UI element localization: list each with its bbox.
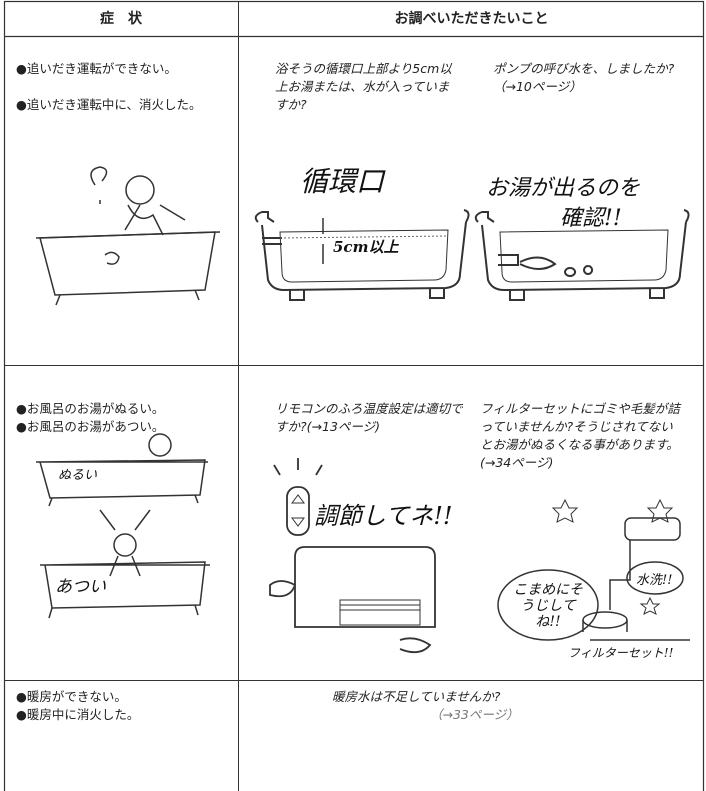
- check-text: フィルターセットにゴミや毛髪が詰っていませんか?そうじされてないとお湯がぬるくな…: [480, 401, 680, 470]
- check-text: 暖房水は不足していませんか?: [332, 689, 501, 704]
- symptom: ●暖房中に消火した。: [16, 707, 140, 722]
- illustration-label: フィルターセット!!: [568, 646, 674, 660]
- illustration-label: こまめにそうじしてね!!: [513, 582, 583, 630]
- symptom: ●お風呂のお湯があつい。: [16, 419, 165, 434]
- check-text: リモコンのふろ温度設定は適切ですか?(→13ページ): [275, 401, 463, 434]
- check-text: 浴そうの循環口上部より5cm以上お湯または、水が入っていますか?: [275, 61, 452, 112]
- header-symptom: 症 状: [100, 11, 142, 27]
- check-text: ポンプの呼び水を、しましたか?（→10ページ）: [493, 61, 675, 94]
- illustration-label: 調節してネ!!: [314, 502, 453, 530]
- illustration-label: 水洗!!: [636, 573, 673, 588]
- illustration-label: 循環口: [300, 165, 385, 198]
- symptom: ●追いだき運転ができない。: [16, 61, 177, 76]
- header-check: お調べいただきたいこと: [394, 11, 549, 27]
- illustration-label: 5cm以上: [333, 238, 399, 256]
- illustration-label: 確認!!: [560, 206, 622, 231]
- symptom: ●暖房ができない。: [16, 689, 127, 704]
- page-ref: （→33ページ）: [430, 707, 519, 722]
- symptom: ●お風呂のお湯がぬるい。: [16, 401, 165, 416]
- illustration-label: あつい: [55, 577, 106, 597]
- illustration-label: ぬるい: [58, 468, 98, 483]
- illustration-label: お湯が出るのを: [486, 176, 641, 201]
- symptom: ●追いだき運転中に、消火した。: [16, 97, 202, 112]
